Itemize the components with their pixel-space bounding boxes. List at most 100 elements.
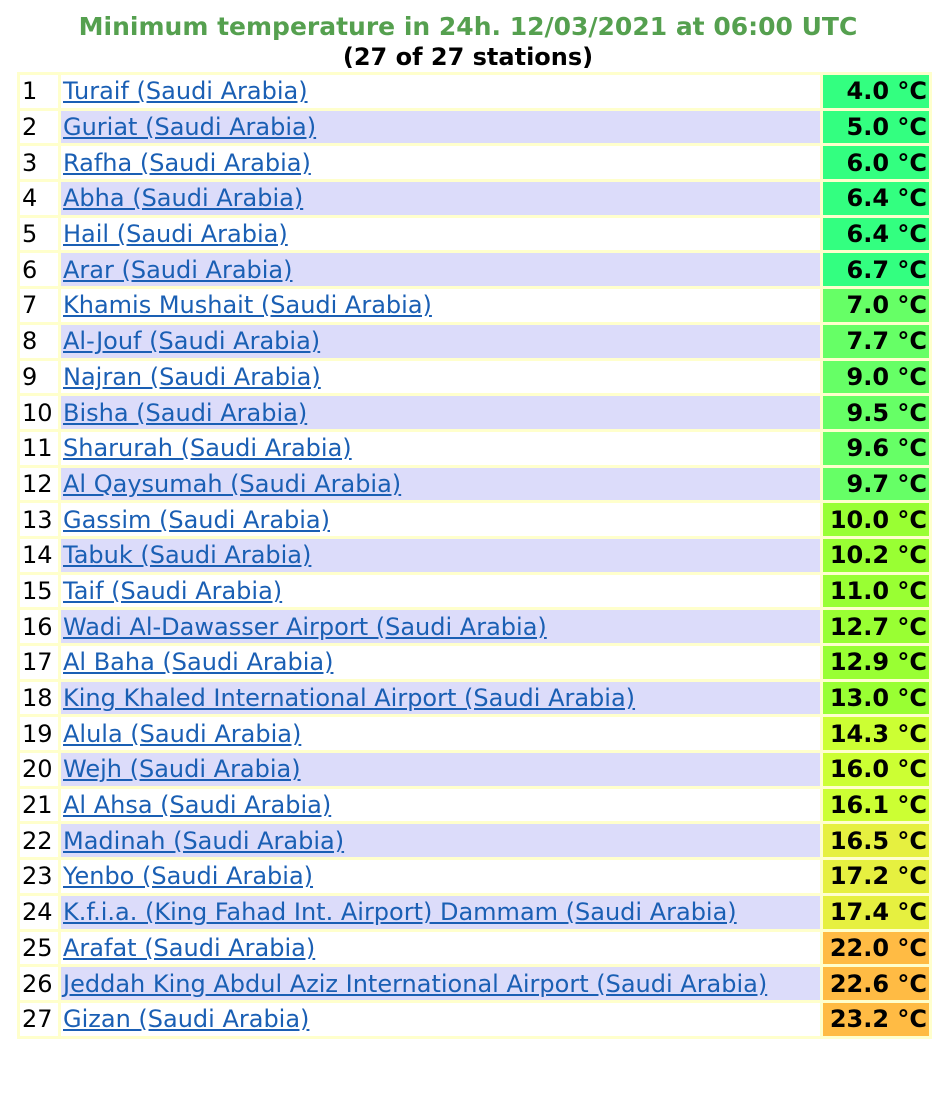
station-link[interactable]: Arar (Saudi Arabia): [63, 255, 293, 284]
table-row: 27 Gizan (Saudi Arabia) 23.2 °C: [20, 1002, 929, 1036]
rank-cell: 3: [20, 146, 58, 180]
station-cell: Arar (Saudi Arabia): [61, 253, 820, 287]
rank-cell: 22: [20, 824, 58, 858]
temperature-value: 6.4 °C: [823, 182, 929, 215]
station-cell: Al-Jouf (Saudi Arabia): [61, 324, 820, 358]
temperature-value: 17.4 °C: [823, 895, 929, 929]
temperature-value: 10.0 °C: [823, 503, 929, 536]
station-cell: Najran (Saudi Arabia): [61, 360, 820, 394]
rank-cell: 11: [20, 431, 58, 465]
temperature-value: 17.2 °C: [823, 860, 929, 893]
station-link[interactable]: Gizan (Saudi Arabia): [63, 1005, 310, 1034]
temperature-value: 22.0 °C: [823, 931, 929, 965]
temperature-value: 23.2 °C: [823, 1002, 929, 1036]
station-link[interactable]: Al Baha (Saudi Arabia): [63, 648, 334, 677]
temperature-value: 13.0 °C: [823, 681, 929, 715]
rank-cell: 9: [20, 360, 58, 394]
rank-cell: 27: [20, 1002, 58, 1036]
table-row: 25 Arafat (Saudi Arabia) 22.0 °C: [20, 931, 929, 965]
station-link[interactable]: Bisha (Saudi Arabia): [63, 398, 308, 427]
rank-cell: 5: [20, 217, 58, 251]
temperature-value: 9.6 °C: [823, 431, 929, 465]
station-link[interactable]: Turaif (Saudi Arabia): [63, 77, 308, 106]
table-row: 7 Khamis Mushait (Saudi Arabia) 7.0 °C: [20, 289, 929, 322]
station-cell: Gizan (Saudi Arabia): [61, 1002, 820, 1036]
table-row: 21 Al Ahsa (Saudi Arabia) 16.1 °C: [20, 788, 929, 822]
rank-cell: 10: [20, 396, 58, 429]
station-cell: K.f.i.a. (King Fahad Int. Airport) Damma…: [61, 895, 820, 929]
rank-cell: 13: [20, 503, 58, 536]
table-row: 12 Al Qaysumah (Saudi Arabia) 9.7 °C: [20, 467, 929, 501]
station-link[interactable]: Arafat (Saudi Arabia): [63, 933, 316, 962]
table-row: 1 Turaif (Saudi Arabia) 4.0 °C: [20, 75, 929, 108]
table-row: 19 Alula (Saudi Arabia) 14.3 °C: [20, 717, 929, 751]
rank-cell: 4: [20, 182, 58, 215]
station-cell: Al Baha (Saudi Arabia): [61, 646, 820, 679]
station-link[interactable]: Wadi Al-Dawasser Airport (Saudi Arabia): [63, 612, 547, 641]
station-cell: Tabuk (Saudi Arabia): [61, 538, 820, 572]
rank-cell: 26: [20, 967, 58, 1000]
station-cell: Jeddah King Abdul Aziz International Air…: [61, 967, 820, 1000]
table-row: 26 Jeddah King Abdul Aziz International A…: [20, 967, 929, 1000]
station-link[interactable]: Madinah (Saudi Arabia): [63, 826, 345, 855]
stations-table: 1 Turaif (Saudi Arabia) 4.0 °C 2 Guriat (Sau…: [17, 72, 932, 1039]
station-link[interactable]: Abha (Saudi Arabia): [63, 184, 304, 213]
station-link[interactable]: Al-Jouf (Saudi Arabia): [63, 327, 321, 356]
temperature-value: 7.0 °C: [823, 289, 929, 322]
station-link[interactable]: Guriat (Saudi Arabia): [63, 113, 317, 142]
table-row: 8 Al-Jouf (Saudi Arabia) 7.7 °C: [20, 324, 929, 358]
temperature-value: 11.0 °C: [823, 574, 929, 608]
station-link[interactable]: Khamis Mushait (Saudi Arabia): [63, 291, 432, 320]
table-row: 17 Al Baha (Saudi Arabia) 12.9 °C: [20, 646, 929, 679]
rank-cell: 12: [20, 467, 58, 501]
station-link[interactable]: Jeddah King Abdul Aziz International Air…: [63, 969, 768, 998]
table-row: 2 Guriat (Saudi Arabia) 5.0 °C: [20, 110, 929, 144]
station-cell: Taif (Saudi Arabia): [61, 574, 820, 608]
station-cell: Alula (Saudi Arabia): [61, 717, 820, 751]
temperature-value: 7.7 °C: [823, 324, 929, 358]
rank-cell: 24: [20, 895, 58, 929]
station-link[interactable]: Tabuk (Saudi Arabia): [63, 541, 312, 570]
station-link[interactable]: Alula (Saudi Arabia): [63, 719, 302, 748]
station-link[interactable]: Hail (Saudi Arabia): [63, 220, 288, 249]
station-link[interactable]: K.f.i.a. (King Fahad Int. Airport) Damma…: [63, 898, 737, 927]
station-count: (27 of 27 stations): [342, 43, 594, 71]
temperature-value: 10.2 °C: [823, 538, 929, 572]
station-link[interactable]: Al Qaysumah (Saudi Arabia): [63, 469, 402, 498]
station-link[interactable]: Al Ahsa (Saudi Arabia): [63, 791, 332, 820]
rank-cell: 21: [20, 788, 58, 822]
table-row: 18 King Khaled International Airport (Sau…: [20, 681, 929, 715]
station-cell: Al Qaysumah (Saudi Arabia): [61, 467, 820, 501]
rank-cell: 2: [20, 110, 58, 144]
station-cell: Rafha (Saudi Arabia): [61, 146, 820, 180]
station-link[interactable]: Wejh (Saudi Arabia): [63, 755, 301, 784]
temperature-value: 6.7 °C: [823, 253, 929, 287]
table-row: 15 Taif (Saudi Arabia) 11.0 °C: [20, 574, 929, 608]
table-row: 20 Wejh (Saudi Arabia) 16.0 °C: [20, 753, 929, 786]
table-row: 23 Yenbo (Saudi Arabia) 17.2 °C: [20, 860, 929, 893]
rank-cell: 14: [20, 538, 58, 572]
temperature-value: 9.5 °C: [823, 396, 929, 429]
rank-cell: 6: [20, 253, 58, 287]
station-cell: Khamis Mushait (Saudi Arabia): [61, 289, 820, 322]
page-title: Minimum temperature in 24h. 12/03/2021 a…: [78, 12, 858, 41]
station-link[interactable]: King Khaled International Airport (Saudi…: [63, 684, 636, 713]
temperature-value: 5.0 °C: [823, 110, 929, 144]
station-link[interactable]: Sharurah (Saudi Arabia): [63, 434, 352, 463]
station-link[interactable]: Najran (Saudi Arabia): [63, 362, 321, 391]
rank-cell: 25: [20, 931, 58, 965]
station-cell: Turaif (Saudi Arabia): [61, 75, 820, 108]
table-row: 11 Sharurah (Saudi Arabia) 9.6 °C: [20, 431, 929, 465]
rank-cell: 19: [20, 717, 58, 751]
table-row: 5 Hail (Saudi Arabia) 6.4 °C: [20, 217, 929, 251]
station-link[interactable]: Rafha (Saudi Arabia): [63, 148, 311, 177]
temperature-value: 14.3 °C: [823, 717, 929, 751]
temperature-value: 6.0 °C: [823, 146, 929, 180]
temperature-value: 6.4 °C: [823, 217, 929, 251]
station-link[interactable]: Yenbo (Saudi Arabia): [63, 862, 314, 891]
rank-cell: 15: [20, 574, 58, 608]
station-cell: Wadi Al-Dawasser Airport (Saudi Arabia): [61, 610, 820, 643]
station-link[interactable]: Taif (Saudi Arabia): [63, 576, 283, 605]
stations-table-body: 1 Turaif (Saudi Arabia) 4.0 °C 2 Guriat (Sau…: [20, 75, 929, 1036]
station-link[interactable]: Gassim (Saudi Arabia): [63, 505, 330, 534]
